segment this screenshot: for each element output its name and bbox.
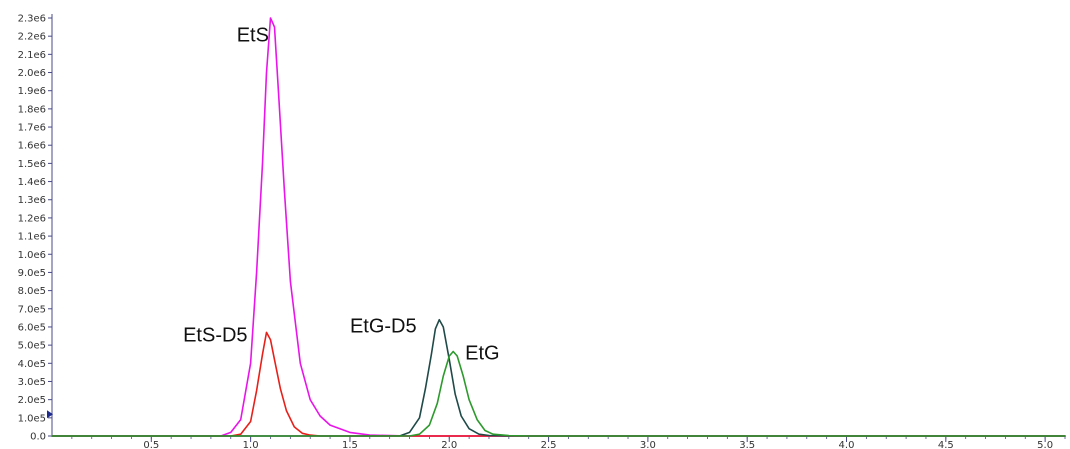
y-tick-label: 1.4e6 <box>18 177 46 188</box>
x-tick-label: 1.5 <box>342 440 358 449</box>
x-tick-label: 2.5 <box>541 440 557 449</box>
x-tick-label: 1.0 <box>243 440 259 449</box>
y-tick-label: 5.0e5 <box>18 341 46 352</box>
series-line-ets <box>51 17 1066 437</box>
y-tick-label: 1.9e6 <box>18 86 46 97</box>
y-tick-label: 1.8e6 <box>18 104 46 115</box>
series-line-etg <box>51 350 1066 437</box>
y-tick-label: 9.0e5 <box>18 268 46 279</box>
y-tick-label: 2.1e6 <box>18 50 46 61</box>
axis-marker-icon <box>47 410 53 419</box>
y-tick-label: 1.5e6 <box>18 159 46 170</box>
y-tick-label: 1.7e6 <box>18 123 46 134</box>
y-tick-label: 4.0e5 <box>18 359 46 370</box>
x-tick-label: 3.5 <box>739 440 755 449</box>
y-tick-label: 2.0e5 <box>18 395 46 406</box>
peak-label: EtG-D5 <box>350 315 417 337</box>
y-tick-label: 2.0e6 <box>18 68 46 79</box>
peak-label: EtS-D5 <box>183 324 247 346</box>
x-tick-label: 3.0 <box>640 440 656 449</box>
series-line-ets-d5 <box>51 331 1066 437</box>
y-tick-label: 2.2e6 <box>18 32 46 43</box>
annotation-layer: EtS EtS-D5 EtG-D5 EtG <box>183 25 500 365</box>
x-tick-label: 0.5 <box>143 440 159 449</box>
y-tick-label: 1.0e6 <box>18 250 46 261</box>
y-tick-label: 1.6e6 <box>18 141 46 152</box>
series-line-etg-d5 <box>51 318 1066 437</box>
series-layer <box>51 17 1066 437</box>
y-tick-label: 1.2e6 <box>18 213 46 224</box>
x-axis: 0.5 1.0 1.5 2.0 2.5 3.0 3.5 4.0 4.5 5.0 <box>52 435 1066 449</box>
peak-label: EtG <box>465 343 499 365</box>
y-axis: 0.0 1.0e5 2.0e5 3.0e5 4.0e5 5.0e5 6.0e5 7.0e5 8.… <box>18 14 53 443</box>
y-tick-label: 1.1e6 <box>18 232 46 243</box>
x-tick-label: 4.5 <box>938 440 954 449</box>
y-tick-label: 0.0 <box>30 432 46 443</box>
x-tick-label: 4.0 <box>839 440 855 449</box>
y-tick-label: 8.0e5 <box>18 286 46 297</box>
peak-label: EtS <box>237 25 269 47</box>
y-tick-label: 1.0e5 <box>18 413 46 424</box>
y-tick-label: 6.0e5 <box>18 322 46 333</box>
y-tick-label: 2.3e6 <box>18 14 46 25</box>
y-tick-label: 3.0e5 <box>18 377 46 388</box>
y-tick-label: 1.3e6 <box>18 195 46 206</box>
y-tick-label: 7.0e5 <box>18 304 46 315</box>
x-tick-label: 5.0 <box>1037 440 1053 449</box>
x-tick-label: 2.0 <box>441 440 457 449</box>
